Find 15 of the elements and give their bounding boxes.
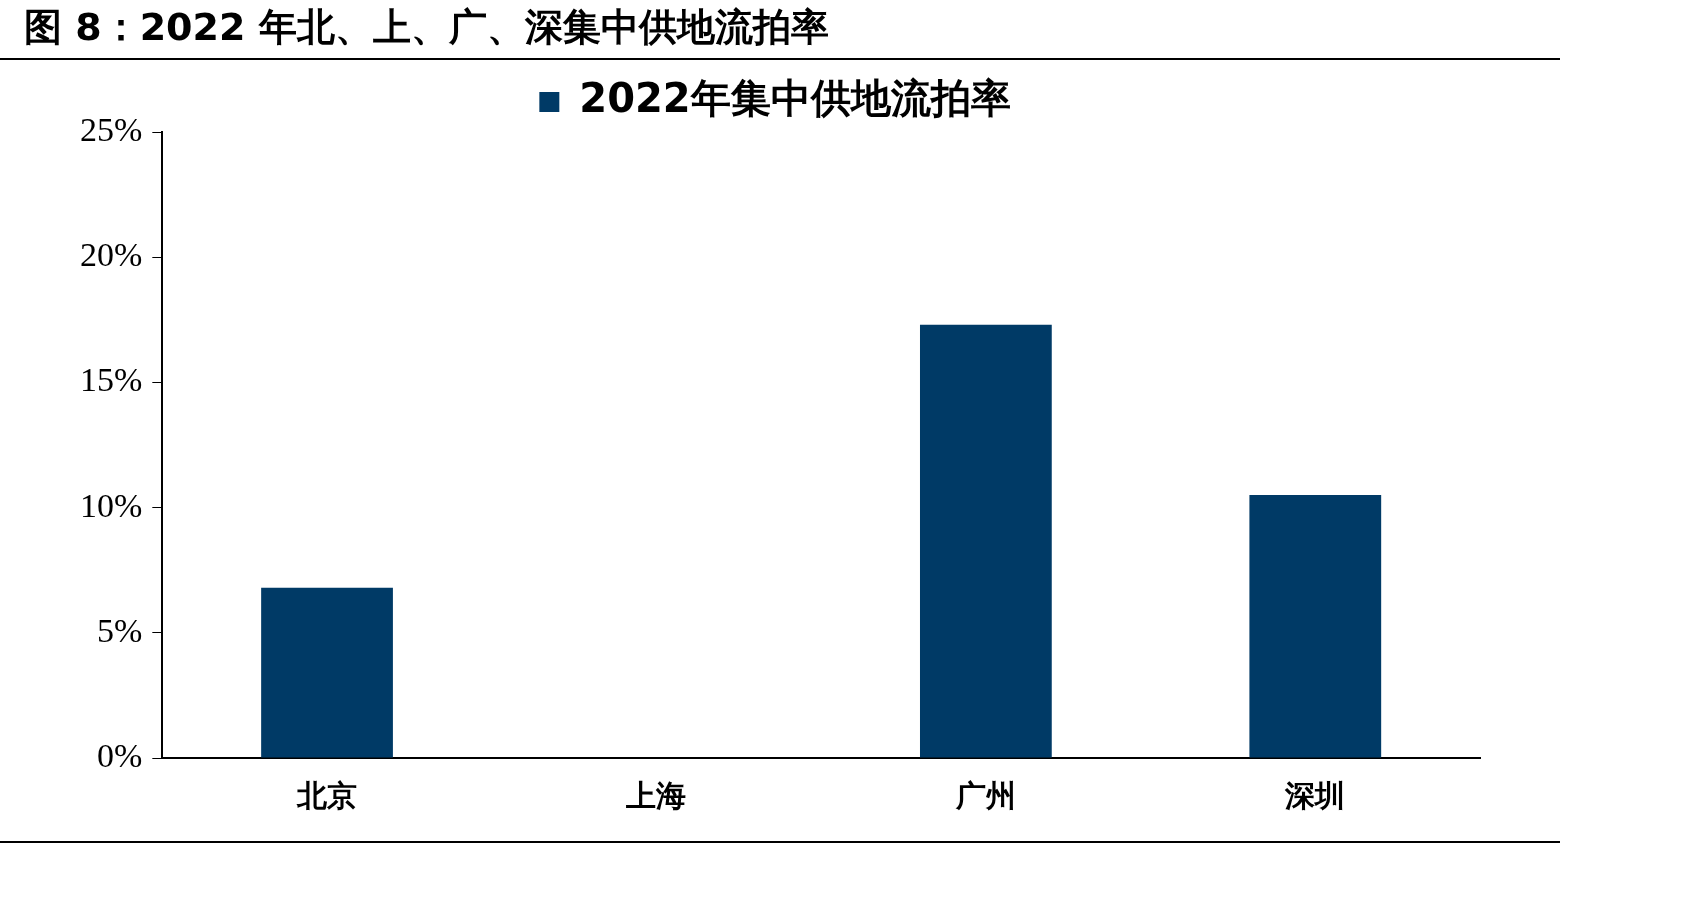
y-tick-label: 5% [96,611,143,649]
x-tick-label: 深圳 [1284,777,1346,813]
chart-title: 图 8：2022 年北、上、广、深集中供地流拍率 [24,4,829,51]
y-tick-label: 20% [79,236,143,274]
bar [261,587,393,758]
bar [1249,495,1382,758]
bar [919,324,1052,758]
y-tick-label: 0% [96,736,143,774]
x-tick-label: 北京 [296,777,358,813]
x-tick-label: 上海 [625,777,687,813]
y-tick-label: 25% [79,110,143,148]
y-tick-label: 10% [79,486,143,524]
x-tick-label: 广州 [954,777,1016,813]
y-tick-label: 15% [79,361,143,399]
legend-label: 2022年集中供地流拍率 [579,75,1011,122]
